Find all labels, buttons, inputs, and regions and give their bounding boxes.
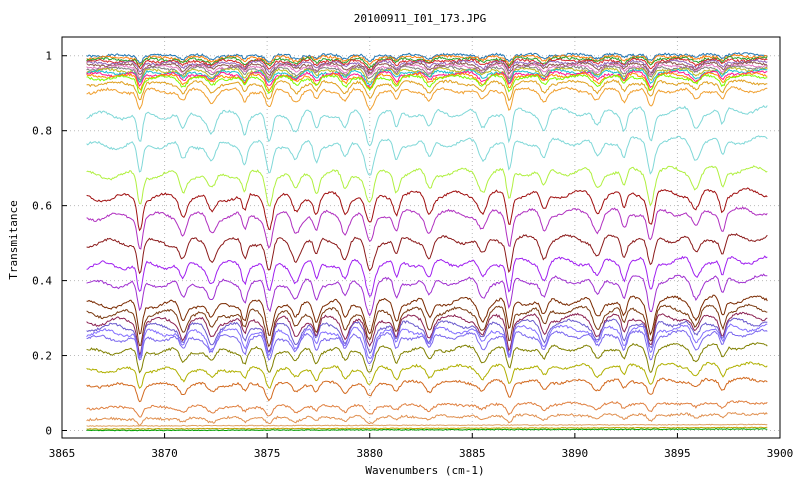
series-line: [86, 428, 768, 432]
series-line: [86, 294, 768, 336]
series-line: [86, 165, 768, 207]
series-line: [86, 311, 768, 357]
series-line: [86, 52, 768, 65]
series-line: [86, 273, 768, 317]
x-tick-label: 3870: [151, 447, 178, 460]
series-line: [86, 187, 768, 232]
series-line: [86, 376, 768, 403]
x-tick-label: 3875: [254, 447, 281, 460]
series-line: [86, 86, 768, 112]
series-line: [86, 65, 768, 81]
series-line: [86, 206, 768, 250]
x-axis-label: Wavenumbers (cm-1): [365, 464, 484, 477]
series-line: [86, 53, 768, 65]
series-line: [86, 57, 768, 72]
series-line: [86, 328, 768, 365]
series-line: [86, 78, 768, 102]
x-tick-label: 3885: [459, 447, 486, 460]
series-line: [86, 426, 768, 430]
series-line: [86, 63, 768, 80]
series-line: [86, 411, 768, 427]
series-layer: [86, 52, 768, 432]
series-line: [86, 317, 768, 358]
series-line: [86, 66, 768, 83]
series-line: [86, 303, 768, 348]
series-line: [86, 233, 768, 275]
series-line: [86, 361, 768, 389]
series-line: [86, 255, 768, 297]
x-tick-label: 3880: [356, 447, 383, 460]
series-line: [86, 105, 768, 147]
series-line: [86, 323, 768, 360]
y-tick-label: 0.4: [32, 275, 52, 288]
series-line: [86, 59, 768, 74]
y-axis-ticks: 0 0.2 0.4 0.6 0.8 1: [32, 50, 67, 438]
grid: [61, 37, 781, 438]
y-axis-label: Transmitance: [7, 200, 20, 279]
y-tick-label: 0.8: [32, 125, 52, 138]
y-tick-label: 0.6: [32, 200, 52, 213]
series-line: [86, 135, 768, 176]
x-tick-label: 3895: [664, 447, 691, 460]
series-line: [86, 342, 768, 374]
x-tick-label: 3865: [49, 447, 76, 460]
series-line: [86, 73, 768, 95]
y-tick-label: 0: [45, 425, 52, 438]
chart-title: 20100911_I01_173.JPG: [354, 12, 486, 25]
series-line: [86, 68, 768, 86]
y-tick-label: 1: [45, 50, 52, 63]
y-tick-label: 0.2: [32, 350, 52, 363]
x-axis-ticks: 3865 3870 3875 3880 3885 3890 3895 3900: [49, 433, 794, 460]
plot-frame: [61, 36, 781, 439]
x-tick-label: 3900: [767, 447, 794, 460]
series-line: [86, 400, 768, 418]
series-line: [86, 423, 768, 427]
x-tick-label: 3890: [562, 447, 589, 460]
series-line: [86, 55, 768, 69]
series-line: [86, 60, 768, 77]
